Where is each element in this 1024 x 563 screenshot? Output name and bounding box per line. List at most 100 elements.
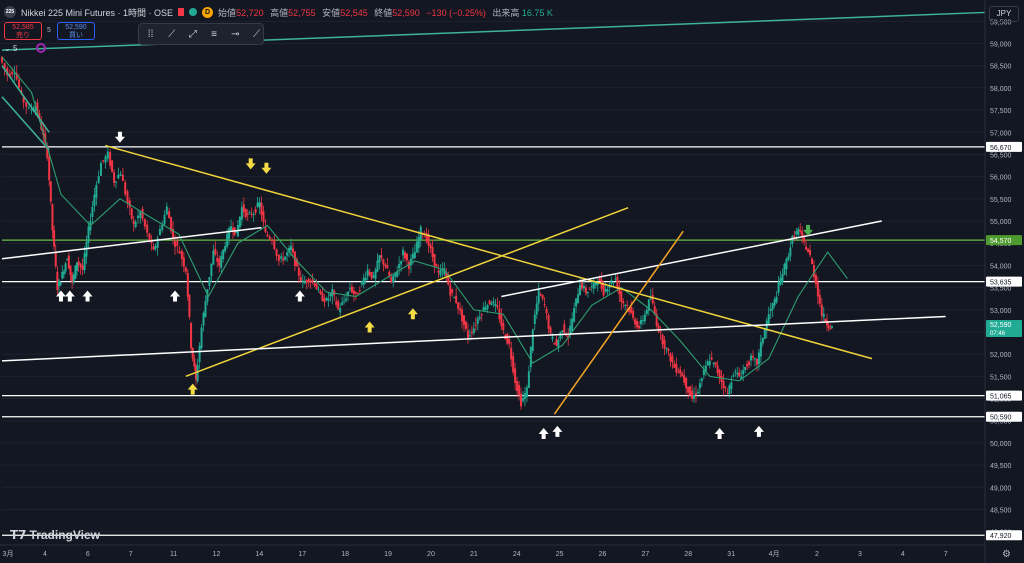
candle-body xyxy=(87,226,90,243)
moving-average xyxy=(1,56,848,382)
candle-body xyxy=(264,227,267,233)
arrow-up-icon xyxy=(552,425,563,437)
candle-body xyxy=(407,262,410,269)
candle-body xyxy=(102,160,105,162)
price-tick-label: 57,500 xyxy=(990,108,1012,115)
time-tick-label: 11 xyxy=(170,551,177,558)
currency-selector[interactable]: JPY xyxy=(989,6,1019,22)
white-trendline xyxy=(1,226,262,260)
level-tag xyxy=(986,141,1022,152)
sell-button[interactable]: 52,585 売り xyxy=(4,22,42,40)
candle-body xyxy=(230,226,233,231)
candle-body xyxy=(36,102,39,115)
candle-body xyxy=(624,304,627,306)
candle-body xyxy=(172,228,175,238)
candle-body xyxy=(675,363,678,373)
chart-title[interactable]: Nikkei 225 Mini Futures · 1時間 · OSE xyxy=(21,7,174,18)
candle-body xyxy=(156,238,159,248)
candle-body xyxy=(803,235,806,242)
trendline-tool-icon[interactable]: ⟋ xyxy=(168,28,176,40)
candle-body xyxy=(645,309,648,315)
candle-body xyxy=(374,269,377,279)
price-tick-label: 55,000 xyxy=(990,219,1012,226)
last-price-tag xyxy=(986,319,1022,337)
flash-icon[interactable] xyxy=(36,43,46,53)
candle-body xyxy=(785,258,788,270)
symbol-icon: 225 xyxy=(4,6,16,18)
candle-body xyxy=(252,213,255,215)
price-tick-label: 50,000 xyxy=(990,441,1012,448)
candle-body xyxy=(809,249,812,256)
candle-body xyxy=(738,372,741,377)
candle-body xyxy=(128,200,131,208)
candle-body xyxy=(626,304,629,306)
time-tick-label: 18 xyxy=(341,551,349,558)
candle-body xyxy=(683,375,686,383)
gear-icon[interactable]: ⚙ xyxy=(1002,549,1011,560)
candle-body xyxy=(557,339,560,348)
buy-button[interactable]: 52,590 買い xyxy=(57,22,95,40)
candle-body xyxy=(139,211,142,219)
candle-body xyxy=(315,283,318,290)
candle-body xyxy=(309,281,312,283)
candle-body xyxy=(755,359,758,365)
candle-body xyxy=(527,371,530,388)
candle-body xyxy=(563,324,566,333)
candle-body xyxy=(350,286,353,293)
candle-body xyxy=(826,320,829,326)
price-tick-label: 58,500 xyxy=(990,64,1012,71)
candle-body xyxy=(801,231,804,236)
time-tick-label: 6 xyxy=(86,551,90,558)
candle-body xyxy=(180,251,183,259)
candle-body xyxy=(376,260,379,272)
candle-body xyxy=(628,307,631,313)
candle-body xyxy=(148,233,151,242)
candle-body xyxy=(655,313,658,327)
candle-body xyxy=(685,377,688,389)
candle-body xyxy=(827,325,830,328)
candle-body xyxy=(490,303,493,306)
drag-handle-icon[interactable]: ⁞⁞ xyxy=(147,28,154,40)
buy-price: 52,590 xyxy=(65,24,87,31)
candle-body xyxy=(290,245,293,251)
candle-body xyxy=(158,229,161,236)
candle-body xyxy=(523,393,526,399)
parallel-channel-icon[interactable]: ≡ xyxy=(211,28,218,40)
candle-body xyxy=(818,294,821,304)
candle-body xyxy=(767,314,770,325)
price-axis: 59,500 59,000 58,500 58,000 57,500 57,000 56,5… xyxy=(984,0,1022,563)
candle-body xyxy=(303,281,306,284)
sell-label: 売り xyxy=(16,32,30,39)
lot-size[interactable]: ⌄ 5 xyxy=(4,44,18,53)
candle-body xyxy=(502,323,505,331)
candle-body xyxy=(119,174,122,176)
candle-body xyxy=(79,263,82,268)
arrow-up-icon xyxy=(55,290,66,302)
horizontal-ray-icon[interactable]: ⊸ xyxy=(231,28,240,40)
candle-body xyxy=(392,275,395,283)
trendlines xyxy=(1,11,986,415)
candle-body xyxy=(325,297,328,300)
candle-body xyxy=(757,352,760,364)
candle-body xyxy=(81,265,84,270)
candle-body xyxy=(220,255,223,268)
price-tick-label: 56,000 xyxy=(990,175,1012,182)
candle-body xyxy=(787,256,790,260)
candle-body xyxy=(647,299,650,311)
candle-body xyxy=(218,258,221,267)
candle-body xyxy=(168,211,171,219)
candle-body xyxy=(3,63,6,69)
brush-tool-icon[interactable]: ⟋ xyxy=(252,28,260,40)
candle-body xyxy=(260,202,263,216)
ray-tool-icon[interactable]: ⤢ xyxy=(188,28,197,40)
yellow-trendline xyxy=(105,144,873,360)
candle-body xyxy=(704,365,707,372)
candle-body xyxy=(516,380,519,392)
time-tick-label: 28 xyxy=(684,551,692,558)
flag-icon[interactable] xyxy=(178,8,185,16)
candle-body xyxy=(228,228,231,240)
candle-body xyxy=(388,271,391,277)
candle-body xyxy=(618,286,621,295)
candle-body xyxy=(182,257,185,267)
